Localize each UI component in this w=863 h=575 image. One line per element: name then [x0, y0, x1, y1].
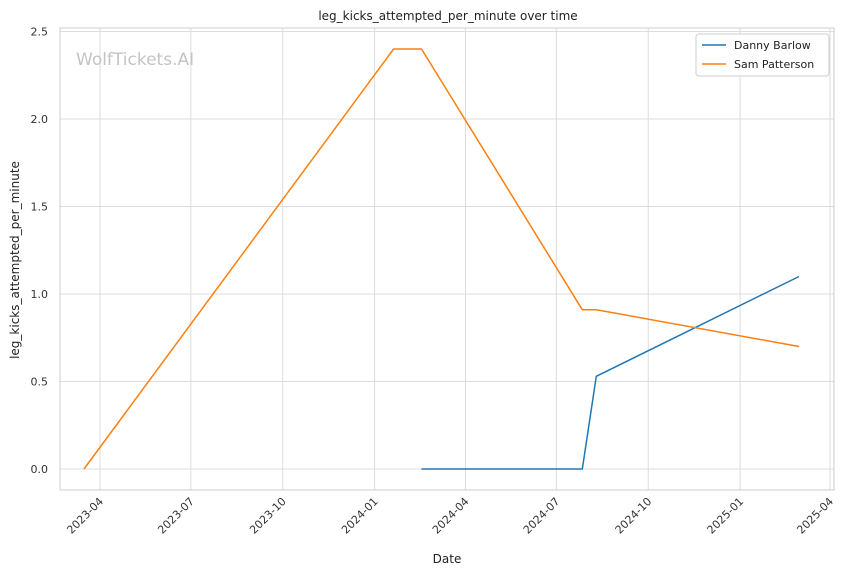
data-point-sam-patterson — [798, 345, 801, 348]
y-tick-label: 2.0 — [31, 113, 49, 126]
grid — [60, 28, 834, 490]
plot-frame — [59, 27, 835, 491]
legend-box — [695, 33, 830, 77]
y-tick-label: 1.5 — [31, 201, 49, 214]
y-tick-labels: 0.0 0.5 1.0 1.5 2.0 2.5 — [31, 26, 49, 477]
x-axis-label: Date — [433, 552, 462, 566]
data-point-sam-patterson — [581, 308, 584, 311]
data-point-danny-barlow — [798, 275, 801, 278]
data-point-danny-barlow — [581, 468, 584, 471]
y-tick-label: 0.5 — [31, 376, 49, 389]
data-point-sam-patterson — [82, 468, 85, 471]
y-tick-label: 0.0 — [31, 463, 49, 476]
legend: Danny Barlow Sam Patterson — [695, 33, 830, 77]
watermark: WolfTickets.AI — [76, 50, 194, 70]
legend-label-danny-barlow: Danny Barlow — [734, 39, 811, 52]
y-axis-label: leg_kicks_attempted_per_minute — [8, 161, 22, 359]
series-line-sam-patterson — [83, 48, 800, 470]
y-tick-label: 1.0 — [31, 288, 49, 301]
y-tick-label: 2.5 — [31, 26, 49, 39]
data-point-sam-patterson — [420, 48, 423, 51]
data-point-sam-patterson — [595, 308, 598, 311]
series-line-danny-barlow — [421, 275, 800, 470]
data-point-sam-patterson — [392, 48, 395, 51]
data-point-danny-barlow — [595, 375, 598, 378]
legend-label-sam-patterson: Sam Patterson — [734, 58, 814, 71]
data-point-danny-barlow — [420, 468, 423, 471]
chart-title: leg_kicks_attempted_per_minute over time — [318, 9, 577, 23]
series-lines — [82, 48, 801, 471]
